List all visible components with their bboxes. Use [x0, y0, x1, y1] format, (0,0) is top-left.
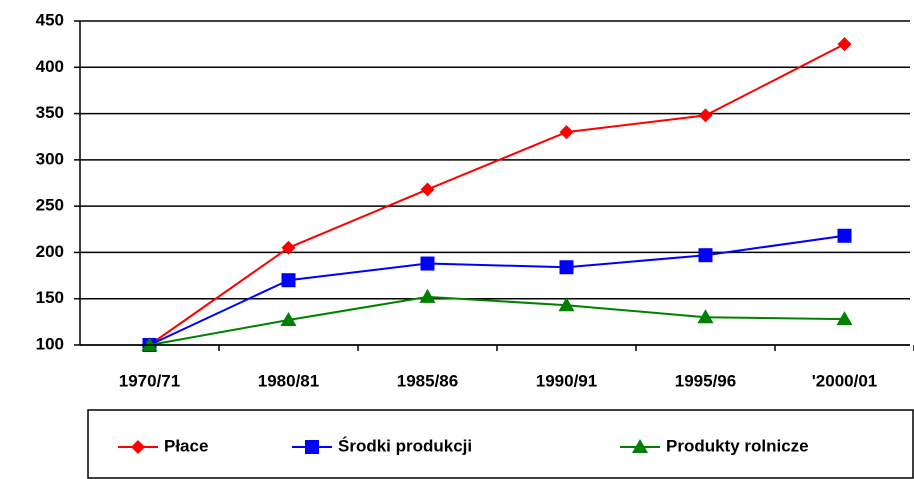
- x-tick-label: '2000/01: [812, 371, 878, 390]
- y-tick-label: 350: [36, 103, 64, 122]
- x-tick-label: 1995/96: [675, 371, 736, 390]
- y-tick-label: 150: [36, 288, 64, 307]
- y-tick-label: 250: [36, 196, 64, 215]
- point: [698, 108, 713, 123]
- legend-box: [87, 409, 914, 479]
- series-line: [149, 295, 845, 346]
- x-tick-label: 1985/86: [397, 371, 458, 390]
- y-tick-label: 300: [36, 149, 64, 168]
- y-tick-label: 200: [36, 242, 64, 261]
- series-line: [149, 234, 845, 346]
- point: [559, 125, 574, 140]
- legend-marker: [131, 440, 145, 454]
- legend-marker: [632, 439, 648, 453]
- point: [419, 288, 436, 303]
- legend-label: Środki produkcji: [338, 436, 472, 455]
- legend-label: Produkty rolnicze: [666, 436, 809, 455]
- point: [280, 312, 297, 327]
- series-line: [148, 43, 845, 346]
- y-tick-label: 100: [36, 334, 64, 353]
- point: [281, 273, 296, 288]
- y-tick-label: 450: [36, 10, 64, 29]
- point: [698, 248, 713, 263]
- x-tick-label: 1970/71: [119, 371, 180, 390]
- point: [558, 297, 575, 312]
- point: [837, 37, 852, 52]
- point: [837, 228, 852, 243]
- x-tick-label: 1990/91: [536, 371, 597, 390]
- point: [559, 260, 574, 275]
- y-tick-label: 400: [36, 57, 64, 76]
- point: [697, 309, 714, 324]
- point: [836, 311, 853, 326]
- point: [420, 256, 435, 271]
- legend-marker: [305, 440, 319, 454]
- point: [420, 182, 435, 197]
- point: [141, 337, 158, 351]
- legend-label: Płace: [164, 436, 208, 455]
- x-tick-label: 1980/81: [258, 371, 319, 390]
- point: [281, 240, 296, 255]
